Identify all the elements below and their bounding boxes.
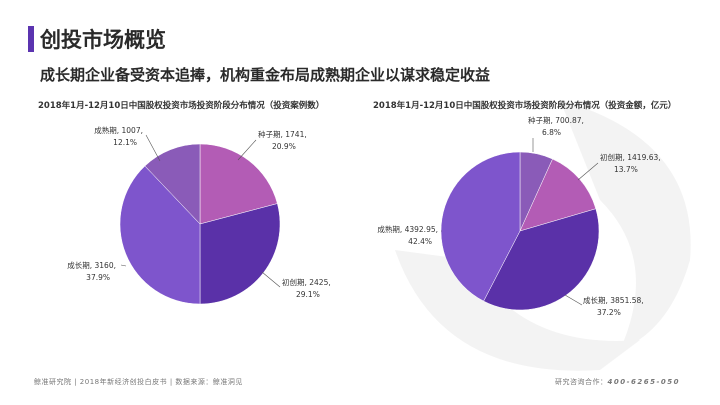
pie-chart-investment-amount: 种子期, 700.87, 6.8% 初创期, 1419.63, 13.7% 成长期, 3… bbox=[377, 115, 660, 317]
leader-line-0-1 bbox=[261, 271, 281, 288]
slice-percent-1-1: 13.7% bbox=[614, 165, 638, 174]
slice-label-1-3: 成熟期, 4392.95, bbox=[377, 224, 438, 234]
leader-line-0-3 bbox=[145, 134, 161, 162]
slice-label-0-3: 成熟期, 1007, bbox=[94, 125, 143, 135]
pie-slice-0-2 bbox=[119, 165, 201, 305]
slice-percent-1-2: 37.2% bbox=[597, 308, 621, 317]
leader-line-0-2 bbox=[120, 264, 127, 267]
slice-percent-0-3: 12.1% bbox=[113, 138, 137, 147]
slice-label-1-0: 种子期, 700.87, bbox=[528, 115, 584, 125]
footer-phone: 400-6265-050 bbox=[607, 378, 680, 386]
page-subtitle: 成长期企业备受资本追捧，机构重金布局成熟期企业以谋求稳定收益 bbox=[40, 66, 491, 84]
leader-line-1-1 bbox=[577, 162, 599, 181]
slice-label-0-2: 成长期, 3160, bbox=[67, 260, 116, 270]
slice-percent-0-0: 20.9% bbox=[272, 142, 296, 151]
leader-line-1-2 bbox=[564, 294, 583, 306]
footer-source: 鲸准研究院 | 2018年新经济创投白皮书 | 数据来源：鲸准洞见 bbox=[34, 378, 243, 386]
slice-percent-0-2: 37.9% bbox=[86, 273, 110, 282]
slice-label-1-2: 成长期, 3851.58, bbox=[583, 295, 644, 305]
pie-slice-0-0 bbox=[199, 143, 278, 225]
leader-line-0-0 bbox=[237, 139, 257, 161]
slice-label-1-1: 初创期, 1419.63, bbox=[600, 152, 661, 162]
slice-label-0-1: 初创期, 2425, bbox=[282, 277, 331, 287]
page-title: 创投市场概览 bbox=[40, 28, 166, 52]
slice-percent-1-0: 6.8% bbox=[542, 128, 561, 137]
pie-chart-case-count: 种子期, 1741, 20.9% 初创期, 2425, 29.1% 成长期, 3160,… bbox=[67, 125, 331, 305]
pie-slice-0-3 bbox=[144, 143, 201, 225]
slice-label-0-0: 种子期, 1741, bbox=[258, 129, 307, 139]
footer-contact-label: 研究咨询合作： bbox=[554, 378, 608, 386]
chart-2-title: 2018年1月-12月10日中国股权投资市场投资阶段分布情况（投资金额，亿元） bbox=[373, 101, 677, 111]
chart-1-title: 2018年1月-12月10日中国股权投资市场投资阶段分布情况（投资案例数） bbox=[38, 101, 325, 111]
pie-slice-1-2 bbox=[483, 208, 600, 311]
pie-slice-1-3 bbox=[440, 151, 521, 302]
title-accent-bar bbox=[28, 26, 34, 52]
footer-contact: 研究咨询合作：400-6265-050 bbox=[555, 377, 680, 387]
pie-slice-1-1 bbox=[519, 158, 597, 232]
slice-percent-1-3: 42.4% bbox=[408, 237, 432, 246]
slice-percent-0-1: 29.1% bbox=[296, 290, 320, 299]
